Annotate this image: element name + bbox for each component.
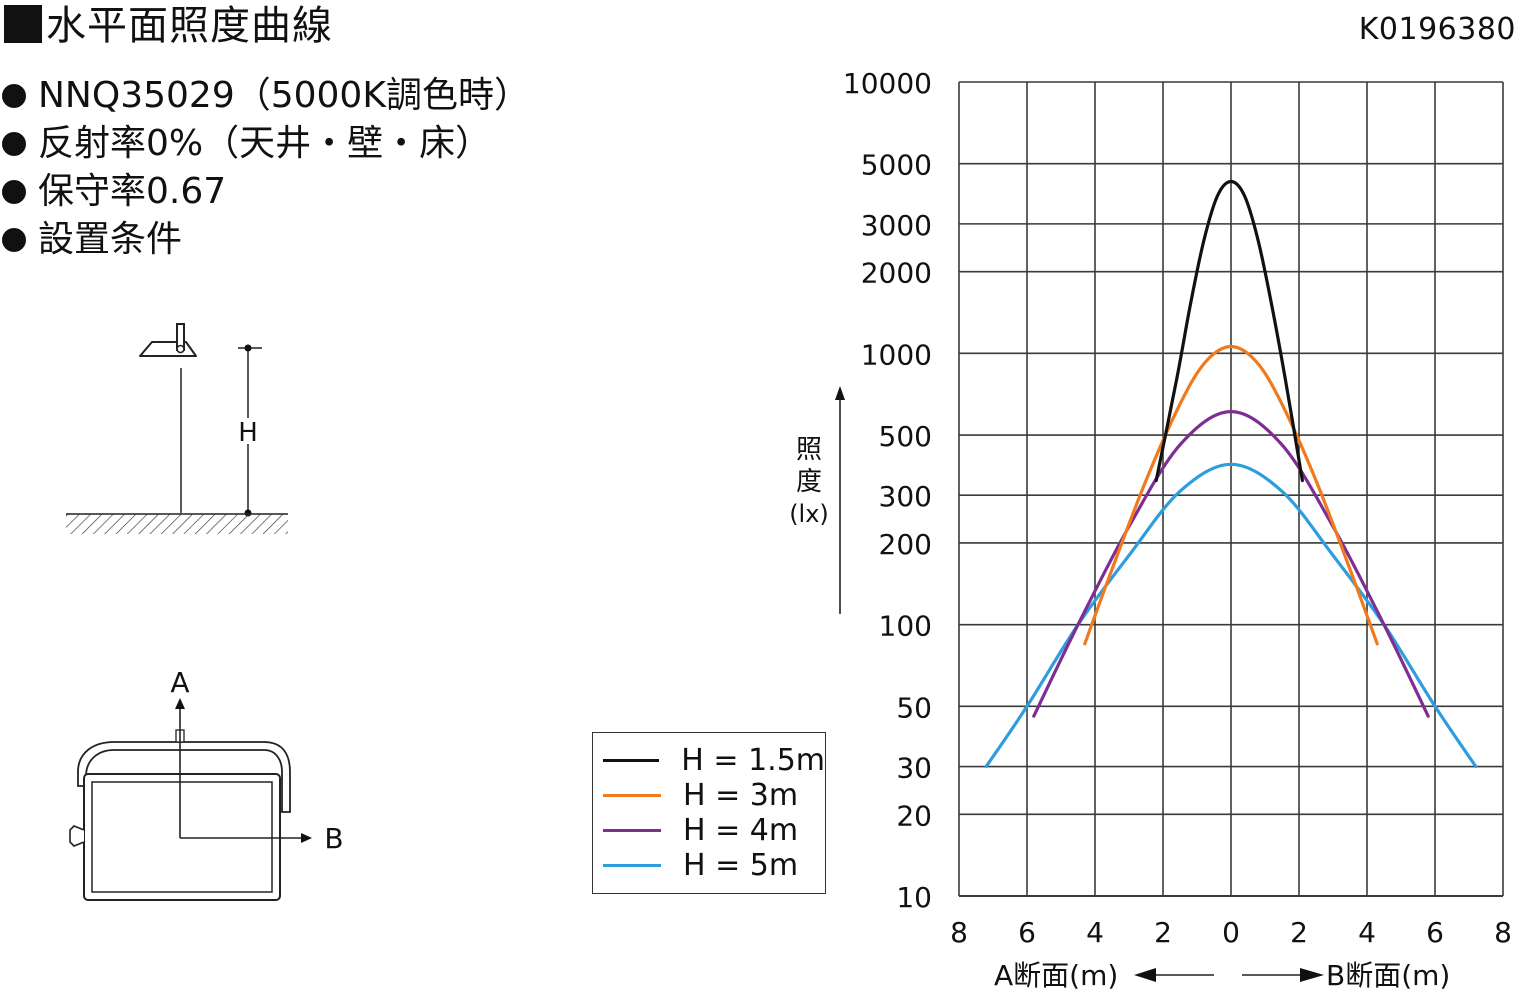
x-tick-label: 4	[1358, 916, 1376, 949]
condition-item: 保守率0.67	[2, 168, 530, 216]
y-axis-arrow-icon	[835, 386, 845, 400]
height-label: H	[238, 418, 258, 448]
x-tick-label: 2	[1290, 916, 1308, 949]
fixture-arm-outline	[77, 741, 291, 813]
y-tick-label: 30	[896, 752, 932, 785]
condition-text: 保守率0.67	[38, 171, 227, 212]
axis-a-label: A	[170, 666, 189, 699]
ground-hatch	[66, 514, 288, 534]
x-tick-label: 8	[950, 916, 968, 949]
installation-top-diagram: A B	[69, 666, 344, 901]
chart-title-block: 水平面照度曲線	[4, 2, 333, 50]
installation-side-diagram: H	[66, 323, 288, 534]
y-tick-label: 200	[879, 528, 932, 561]
condition-text: 設置条件	[38, 219, 183, 260]
fixture-inner-body	[91, 781, 273, 893]
series-line-2	[1032, 410, 1430, 718]
product-code: K0196380	[1358, 12, 1516, 47]
axis-b-arrow-icon	[301, 833, 312, 843]
legend-item-h15: H = 1.5m	[593, 743, 825, 778]
condition-text: 反射率0%（天井・壁・床）	[38, 123, 492, 164]
legend-swatch	[603, 829, 661, 832]
bullet-icon	[2, 132, 26, 156]
y-axis-label-unit: (lx)	[789, 500, 829, 528]
condition-item: 設置条件	[2, 216, 530, 264]
legend-item-h3: H = 3m	[593, 778, 825, 813]
x-axis-label-a-section: A断面(m)	[994, 959, 1118, 992]
fixture-side-tab	[69, 825, 85, 847]
x-axis-label-b-section: B断面(m)	[1326, 959, 1450, 992]
legend-label: H = 3m	[683, 778, 799, 813]
axis-b-label: B	[324, 822, 343, 855]
series-line-0	[1154, 179, 1304, 483]
chart-title: 水平面照度曲線	[46, 3, 333, 49]
legend-label: H = 1.5m	[681, 743, 825, 778]
y-tick-label: 5000	[861, 149, 932, 182]
series-line-1	[1083, 344, 1379, 646]
square-icon	[4, 5, 42, 43]
y-tick-label: 3000	[861, 209, 932, 242]
y-tick-label: 1000	[861, 338, 932, 371]
x-tick-label: 0	[1222, 916, 1240, 949]
conditions-list: NNQ35029（5000K調色時） 反射率0%（天井・壁・床） 保守率0.67…	[2, 72, 530, 264]
legend-swatch	[603, 794, 661, 797]
y-tick-label: 20	[896, 799, 932, 832]
y-axis-label-char: 度	[796, 467, 822, 497]
y-axis-label-char: 照	[796, 435, 822, 465]
y-tick-label: 50	[896, 691, 932, 724]
bullet-icon	[2, 180, 26, 204]
chart-legend: H = 1.5m H = 3m H = 4m H = 5m	[592, 732, 826, 894]
y-tick-label: 10000	[843, 67, 932, 100]
legend-label: H = 5m	[683, 848, 799, 883]
condition-item: NNQ35029（5000K調色時）	[2, 72, 530, 120]
series-line-3	[984, 462, 1478, 769]
condition-item: 反射率0%（天井・壁・床）	[2, 120, 530, 168]
legend-item-h5: H = 5m	[593, 848, 825, 883]
height-dot-top	[244, 344, 252, 352]
x-tick-label: 4	[1086, 916, 1104, 949]
x-tick-label: 2	[1154, 916, 1172, 949]
x-tick-label: 8	[1494, 916, 1512, 949]
y-tick-label: 500	[879, 420, 932, 453]
y-tick-label: 10	[896, 881, 932, 914]
legend-swatch	[603, 759, 660, 762]
axis-a-arrow-icon	[175, 698, 185, 709]
x-axis-arrow-right-icon	[1300, 968, 1324, 982]
x-tick-label: 6	[1018, 916, 1036, 949]
bullet-icon	[2, 228, 26, 252]
bullet-icon	[2, 84, 26, 108]
y-tick-label: 2000	[861, 257, 932, 290]
ground-background	[236, 418, 260, 444]
luminaire-icon	[139, 323, 197, 357]
legend-item-h4: H = 4m	[593, 813, 825, 848]
legend-swatch	[603, 864, 661, 867]
x-tick-label: 6	[1426, 916, 1444, 949]
legend-label: H = 4m	[683, 813, 799, 848]
condition-text: NNQ35029（5000K調色時）	[38, 75, 530, 116]
y-tick-label: 100	[879, 610, 932, 643]
y-tick-label: 300	[879, 480, 932, 513]
x-axis-arrow-left-icon	[1134, 968, 1156, 982]
